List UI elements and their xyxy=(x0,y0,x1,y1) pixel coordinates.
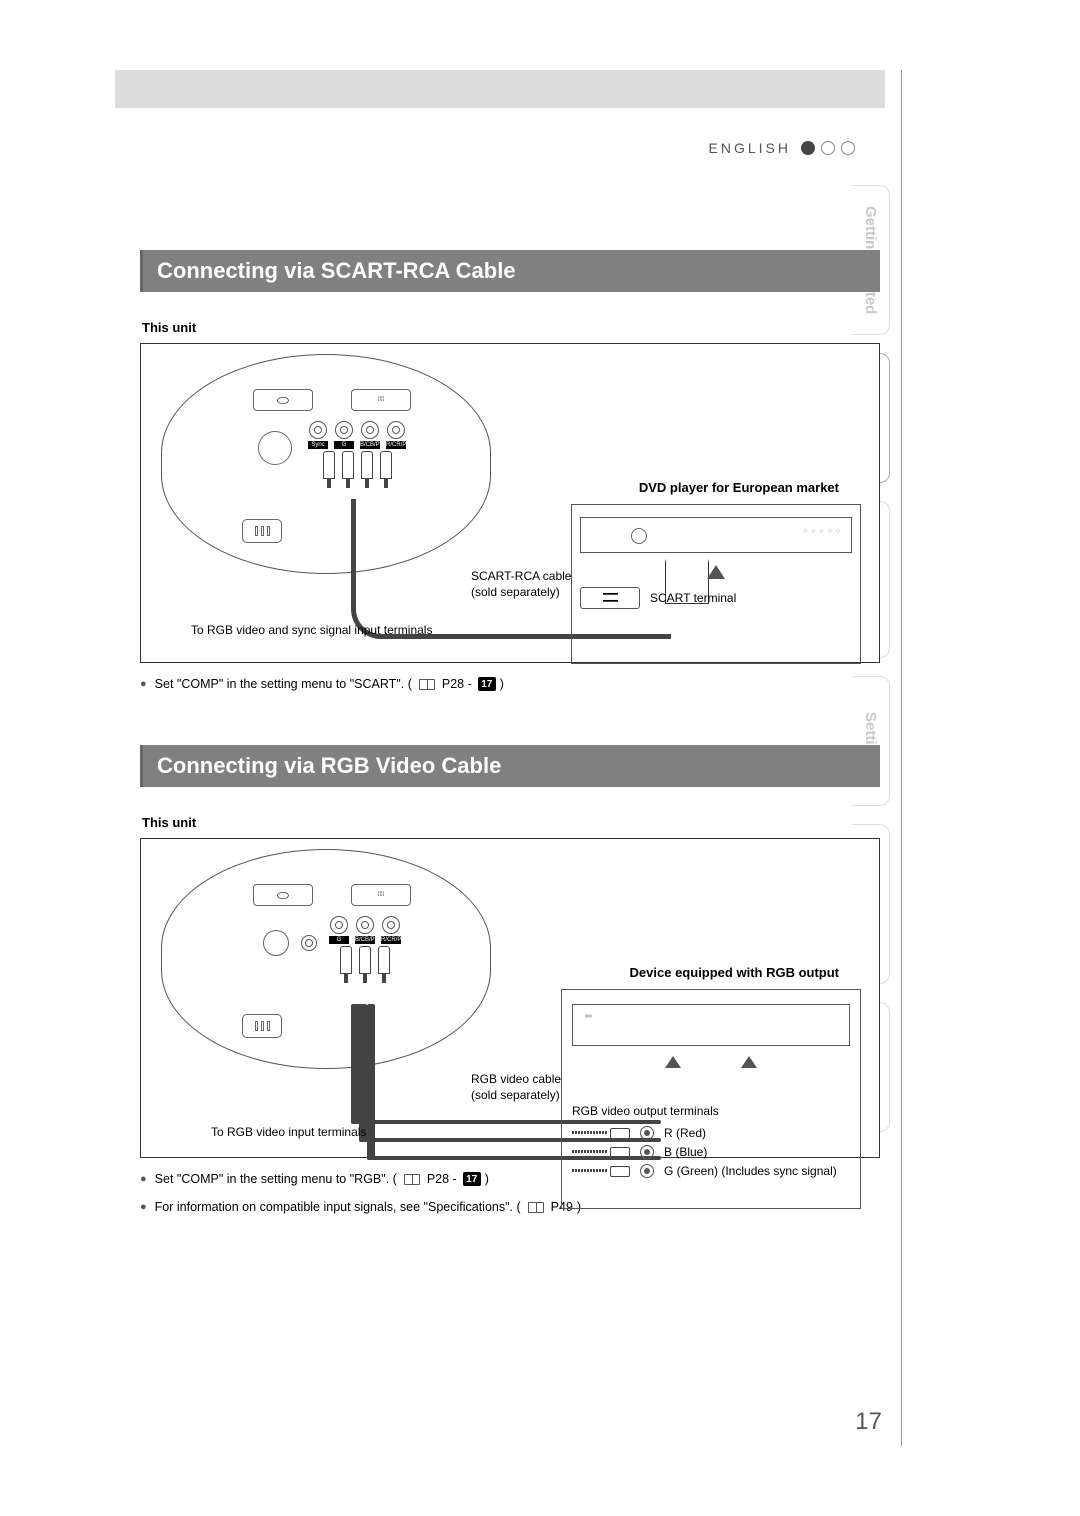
rca-jack xyxy=(301,935,317,951)
rca-labels: GB/CB/PBR/CR/PR xyxy=(329,936,401,944)
plug-icon xyxy=(378,946,390,974)
rca-jack xyxy=(382,916,400,934)
arrows-pair xyxy=(572,1056,850,1068)
hdmi-port-icon xyxy=(253,884,313,906)
rca-labels: SyncGB/CB/PBR/CR/PR xyxy=(308,441,406,449)
ref-badge: 17 xyxy=(463,1172,481,1186)
scart-connector-icon: ▪▪▪▪▪▪▪▪▪▪▪▪▪▪▪▪▪▪▪▪ xyxy=(580,587,640,609)
diagram-scart: ⁞⁞⁞⁞ SyncGB/CB/PBR/CR/P xyxy=(140,343,880,663)
rca-jack-icon xyxy=(640,1126,654,1140)
this-unit-label-2: This unit xyxy=(142,815,880,830)
cable-end-icon xyxy=(572,1128,630,1138)
plug-icon xyxy=(323,451,335,479)
rgb-b-row: B (Blue) xyxy=(572,1145,850,1159)
rgb-device-title: Device equipped with RGB output xyxy=(630,965,839,980)
device-unit-icon xyxy=(572,1004,850,1046)
note-scart: Set "COMP" in the setting menu to "SCART… xyxy=(140,677,880,691)
book-icon xyxy=(404,1174,420,1185)
scart-terminal-row: ▪▪▪▪▪▪▪▪▪▪▪▪▪▪▪▪▪▪▪▪ SCART terminal xyxy=(580,587,852,609)
language-indicator: ENGLISH xyxy=(709,140,855,156)
rca-jack xyxy=(335,421,353,439)
rs232-port-icon: ⁞⁞⁞⁞ xyxy=(351,389,411,411)
rgb-device-box: RGB video output terminals R (Red) B (Bl… xyxy=(561,989,861,1209)
rca-jack-icon xyxy=(640,1145,654,1159)
book-icon xyxy=(419,679,435,690)
book-icon xyxy=(528,1202,544,1213)
ac-inlet-icon xyxy=(242,1014,282,1038)
rgb-cable-label: RGB video cable (sold separately) xyxy=(471,1071,561,1103)
section-title-scart: Connecting via SCART-RCA Cable xyxy=(140,250,880,292)
dvd-player-box: ▪▪▪▪▪▪▪▪▪▪▪▪▪▪▪▪▪▪▪▪ SCART terminal xyxy=(571,504,861,664)
header-gray-bar xyxy=(115,70,885,108)
lens-icon xyxy=(258,431,292,465)
rgb-g-row: G (Green) (Includes sync signal) xyxy=(572,1164,850,1178)
rgb-input-label: To RGB video input terminals xyxy=(211,1124,366,1140)
ref-badge: 17 xyxy=(478,677,496,691)
dvd-player-title: DVD player for European market xyxy=(639,480,839,495)
rgb-output-label: RGB video output terminals xyxy=(572,1104,850,1118)
plug-icon xyxy=(342,451,354,479)
rca-jack xyxy=(387,421,405,439)
rca-jack xyxy=(361,421,379,439)
rca-jack xyxy=(330,916,348,934)
rca-jack xyxy=(356,916,374,934)
plug-icon xyxy=(380,451,392,479)
hdmi-port-icon xyxy=(253,389,313,411)
diagram-rgb: ⁞⁞⁞⁞ xyxy=(140,838,880,1158)
section-title-rgb: Connecting via RGB Video Cable xyxy=(140,745,880,787)
rgb-r-row: R (Red) xyxy=(572,1126,850,1140)
cable-end-icon xyxy=(572,1166,630,1176)
rs232-port-icon: ⁞⁞⁞⁞ xyxy=(351,884,411,906)
lang-dot xyxy=(841,141,855,155)
plug-icon xyxy=(359,946,371,974)
page-number: 17 xyxy=(855,1408,882,1436)
plug-icon xyxy=(340,946,352,974)
margin-rule xyxy=(901,70,902,1446)
rca-jack-icon xyxy=(640,1164,654,1178)
dvd-unit-icon xyxy=(580,517,852,553)
ac-inlet-icon xyxy=(242,519,282,543)
rca-jack xyxy=(309,421,327,439)
plug-icon xyxy=(361,451,373,479)
this-unit-label-1: This unit xyxy=(142,320,880,335)
cable-end-icon xyxy=(572,1147,630,1157)
lang-dot-active xyxy=(801,141,815,155)
scart-terminal-label: SCART terminal xyxy=(650,591,736,605)
lens-icon xyxy=(263,930,289,956)
language-label: ENGLISH xyxy=(709,140,791,156)
language-dots xyxy=(801,141,855,155)
cable-name-label: SCART-RCA cable (sold separately) xyxy=(471,568,571,600)
lang-dot xyxy=(821,141,835,155)
input-terminals-label: To RGB video and sync signal input termi… xyxy=(191,622,432,638)
arrow-up-icon xyxy=(707,565,725,579)
